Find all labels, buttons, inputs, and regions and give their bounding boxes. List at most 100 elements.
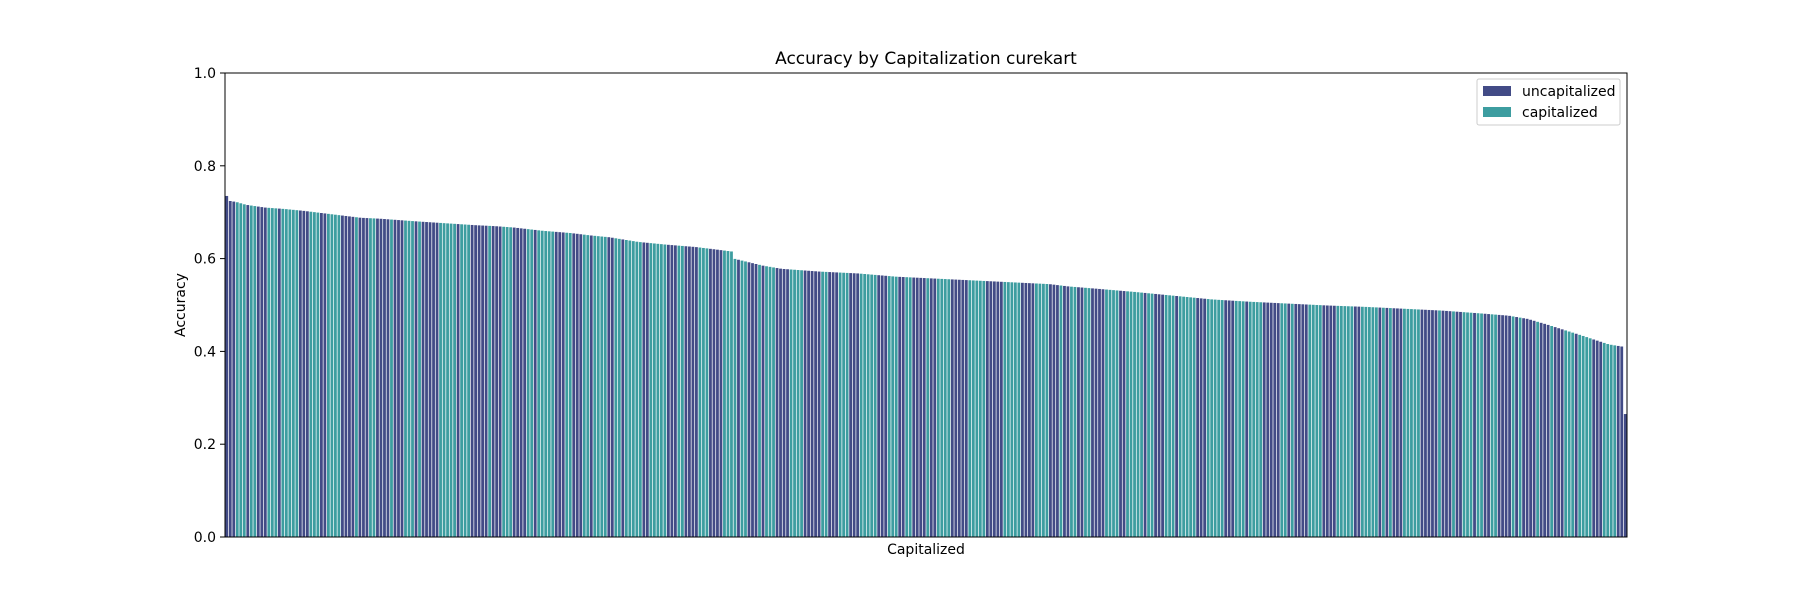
bar-capitalized [873,274,877,537]
legend-box [1476,78,1621,126]
bar-uncapitalized [358,217,362,537]
bar-uncapitalized [400,220,404,537]
bar-capitalized [677,245,681,537]
bar-uncapitalized [985,281,989,537]
bar-uncapitalized [1445,310,1448,537]
bar-uncapitalized [607,237,611,537]
bar-uncapitalized [1441,310,1445,537]
bar-uncapitalized [1522,318,1525,537]
bar-uncapitalized [232,201,236,537]
bar-capitalized [1248,301,1252,537]
bar-uncapitalized [915,277,919,537]
bar-uncapitalized [1245,301,1249,537]
bar-uncapitalized [589,235,593,537]
bar-capitalized [870,274,874,537]
bar-capitalized [698,247,702,538]
bar-capitalized [1336,305,1340,537]
bar-capitalized [600,236,604,537]
bars-layer [225,195,1627,538]
bar-uncapitalized [803,270,807,537]
bar-capitalized [726,251,730,537]
bar-capitalized [1536,321,1540,537]
bar-capitalized [705,248,709,537]
bar-capitalized [442,223,446,537]
bar-uncapitalized [1273,302,1277,537]
bar-capitalized [270,208,274,537]
bar-uncapitalized [1094,288,1098,537]
bar-capitalized [337,215,341,537]
bar-uncapitalized [684,246,688,538]
bar-capitalized [526,229,530,537]
bar-uncapitalized [1161,294,1164,537]
bar-capitalized [603,236,607,538]
bar-uncapitalized [884,275,888,537]
bar-capitalized [1476,313,1480,537]
bar-capitalized [1371,307,1375,537]
bar-uncapitalized [228,201,232,537]
bar-uncapitalized [719,250,723,537]
bar-uncapitalized [786,269,789,537]
bar-uncapitalized [362,217,365,537]
bar-uncapitalized [1595,340,1599,537]
bar-uncapitalized [397,220,400,537]
bar-capitalized [1112,290,1115,537]
bar-capitalized [1045,284,1049,537]
bar-capitalized [1213,299,1217,537]
legend-swatch-capitalized [1483,107,1511,117]
chart-title: Accuracy by Capitalization curekart [775,49,1077,69]
bar-capitalized [947,279,951,537]
bar-uncapitalized [344,215,348,538]
bar-uncapitalized [1353,306,1357,537]
y-axis-label: Accuracy [173,273,189,337]
bar-capitalized [681,245,684,537]
bar-uncapitalized [351,216,355,537]
bar-capitalized [1389,308,1392,537]
bar-uncapitalized [1487,314,1490,537]
bar-uncapitalized [432,222,435,538]
bar-capitalized [842,272,846,537]
y-tick-label: 0.4 [194,344,216,360]
bar-capitalized [1087,288,1091,537]
bar-capitalized [249,205,253,537]
bar-uncapitalized [1529,319,1533,537]
bar-capitalized [659,244,663,537]
bar-uncapitalized [775,268,779,537]
bar-capitalized [1564,330,1568,537]
bar-uncapitalized [1420,309,1424,537]
bar-capitalized [617,238,621,538]
bar-capitalized [239,203,243,538]
bar-uncapitalized [379,218,383,537]
bar-capitalized [355,217,358,537]
bar-uncapitalized [323,213,327,537]
bar-capitalized [1403,308,1406,537]
bar-uncapitalized [1616,345,1620,537]
bar-uncapitalized [425,222,428,537]
bar-capitalized [449,223,453,538]
bar-uncapitalized [474,225,478,537]
bar-uncapitalized [302,210,306,537]
bar-uncapitalized [277,208,281,537]
bar-capitalized [267,207,271,537]
bar-uncapitalized [810,271,814,537]
bar-uncapitalized [1227,300,1231,537]
bar-capitalized [1206,299,1210,537]
bar-uncapitalized [246,205,250,538]
bar-capitalized [547,231,551,537]
bar-uncapitalized [1546,324,1550,537]
bar-capitalized [505,227,509,537]
bar-uncapitalized [1304,304,1308,537]
y-tick-label: 0.6 [194,252,216,268]
bar-uncapitalized [673,245,677,537]
bar-uncapitalized [1329,305,1333,537]
bar-uncapitalized [670,245,674,537]
bar-capitalized [789,269,793,537]
bar-uncapitalized [852,273,856,537]
bar-uncapitalized [1434,310,1438,537]
bar-uncapitalized [1269,302,1273,537]
bar-uncapitalized [929,278,933,537]
bar-uncapitalized [1501,315,1504,537]
bar-uncapitalized [1098,288,1101,537]
bar-capitalized [1070,286,1073,537]
bar-uncapitalized [751,263,754,537]
bar-uncapitalized [817,271,821,537]
